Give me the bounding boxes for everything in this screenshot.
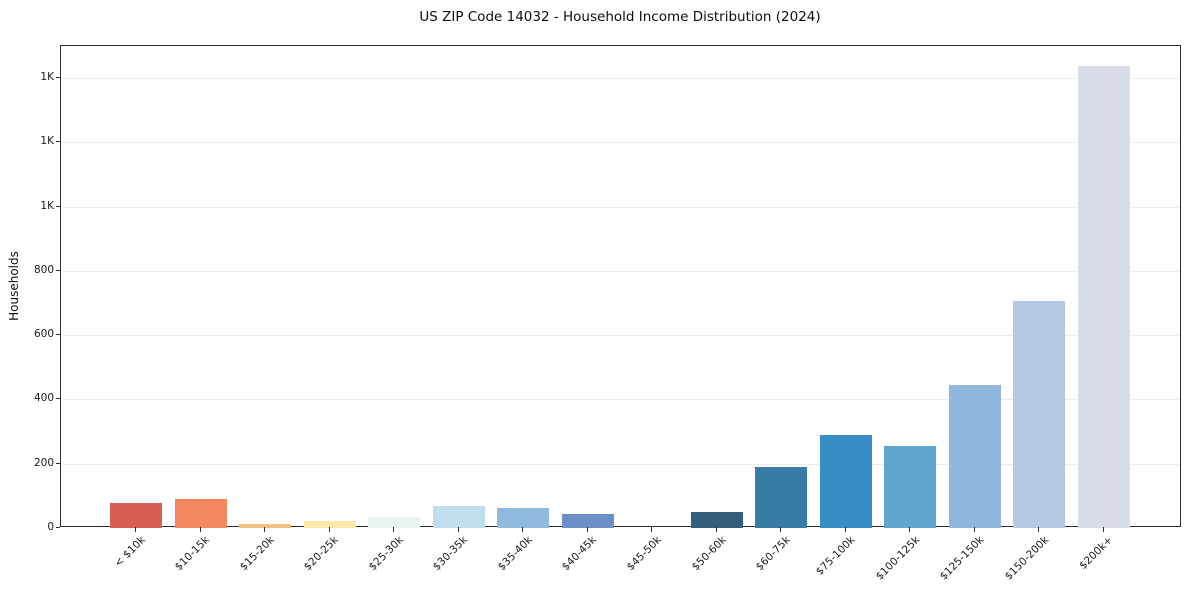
bar [239,523,292,528]
bar [497,507,550,528]
x-tick-label: $50-60k [689,534,729,574]
x-tick-label: $100-125k [873,534,922,583]
gridline [62,270,1179,272]
bar [432,505,485,528]
x-tick-label: $45-50k [624,534,664,574]
x-tick-mark [1038,527,1040,532]
x-tick-label: $10-15k [172,534,213,574]
bar [948,385,1001,528]
y-tick-mark [56,77,60,79]
y-tick-label: 1K [40,199,54,212]
x-tick-label: $20-25k [301,534,342,574]
x-tick-mark [715,527,717,532]
x-tick-mark [586,527,588,532]
x-tick-label: $125-150k [937,534,987,583]
bar [884,446,937,528]
bar [561,513,614,528]
x-tick-label: $25-30k [366,534,406,574]
x-tick-label: $75-100k [813,534,858,578]
bar [819,435,872,528]
x-tick-mark [264,527,266,532]
bar [1077,66,1130,528]
y-axis-label: Households [7,251,21,321]
x-tick-label: $60-75k [753,534,793,574]
x-tick-mark [844,527,846,532]
gridline [62,463,1179,465]
y-tick-label: 600 [33,328,54,341]
y-tick-label: 200 [33,456,54,469]
gridline [62,399,1179,401]
x-tick-mark [909,527,911,532]
bar [690,511,743,528]
x-tick-mark [328,527,330,532]
x-tick-mark [457,527,459,532]
x-tick-mark [522,527,524,532]
x-tick-mark [1102,527,1104,532]
y-tick-mark [56,205,60,207]
y-tick-label: 0 [47,521,54,533]
x-tick-label: $15-20k [237,534,277,574]
x-tick-mark [393,527,395,532]
gridline [62,78,1179,80]
y-tick-mark [56,269,60,271]
y-tick-mark [56,462,60,464]
x-tick-mark [135,527,136,532]
x-tick-label: $35-40k [495,534,535,574]
x-tick-label: $30-35k [431,534,471,574]
y-tick-mark [56,527,60,528]
y-tick-mark [56,141,60,143]
y-tick-label: 1K [40,135,54,148]
x-tick-label: $40-45k [560,534,600,574]
gridline [62,335,1179,337]
x-tick-mark [973,527,975,532]
x-tick-mark [780,527,782,532]
gridline [62,206,1179,208]
bar [303,520,356,528]
chart-title: US ZIP Code 14032 - Household Income Dis… [419,9,821,25]
bar [110,502,162,528]
x-tick-label: < $10k [111,534,148,570]
bar [755,466,808,528]
bar [1013,301,1066,528]
bar [174,498,227,528]
gridline [62,142,1179,144]
x-tick-label: $150-200k [1002,534,1051,583]
y-tick-mark [56,398,60,400]
y-tick-mark [56,334,60,336]
x-tick-mark [651,527,653,532]
x-tick-mark [199,527,201,532]
y-tick-label: 1K [40,71,54,84]
y-tick-label: 400 [33,392,54,405]
bar [368,516,421,528]
x-tick-label: $200k+ [1077,534,1116,572]
plot-area [60,45,1181,528]
y-tick-label: 800 [33,263,54,276]
